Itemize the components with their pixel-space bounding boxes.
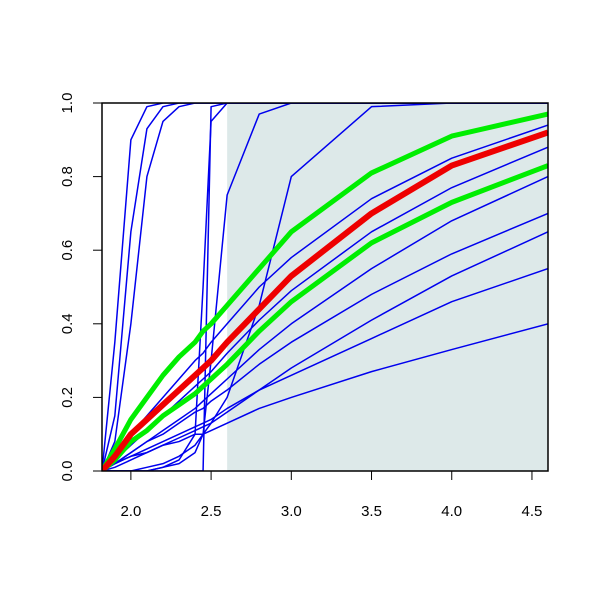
series-line [102, 323, 548, 471]
y-tick-label: 0.0 [59, 461, 76, 482]
series-line [102, 267, 548, 471]
series-line [102, 212, 548, 471]
series-line [102, 103, 548, 471]
series-line [102, 163, 548, 471]
series-line [102, 103, 548, 471]
x-tick-label: 3.0 [281, 503, 302, 520]
y-tick-label: 0.6 [59, 240, 76, 261]
axes: 2.0 2.5 3.0 3.5 4.0 4.5 0.0 0.2 0.4 0.6 0.8 1.0 [59, 93, 549, 520]
x-tick-label: 2.5 [201, 503, 222, 520]
y-tick-label: 0.8 [59, 166, 76, 187]
plot-frame [101, 102, 549, 472]
series-line [102, 111, 548, 471]
series-line [102, 231, 548, 471]
y-tick-label: 0.2 [59, 387, 76, 408]
series-line [102, 129, 548, 471]
series-line [102, 103, 548, 471]
y-tick-label: 0.4 [59, 313, 76, 334]
x-tick-label: 2.0 [120, 503, 141, 520]
x-tick-label: 4.0 [441, 503, 462, 520]
series-line [102, 103, 548, 471]
y-tick-label: 1.0 [59, 93, 76, 114]
x-tick-label: 4.5 [522, 503, 543, 520]
x-tick-label: 3.5 [361, 503, 382, 520]
plot-area [102, 103, 548, 471]
